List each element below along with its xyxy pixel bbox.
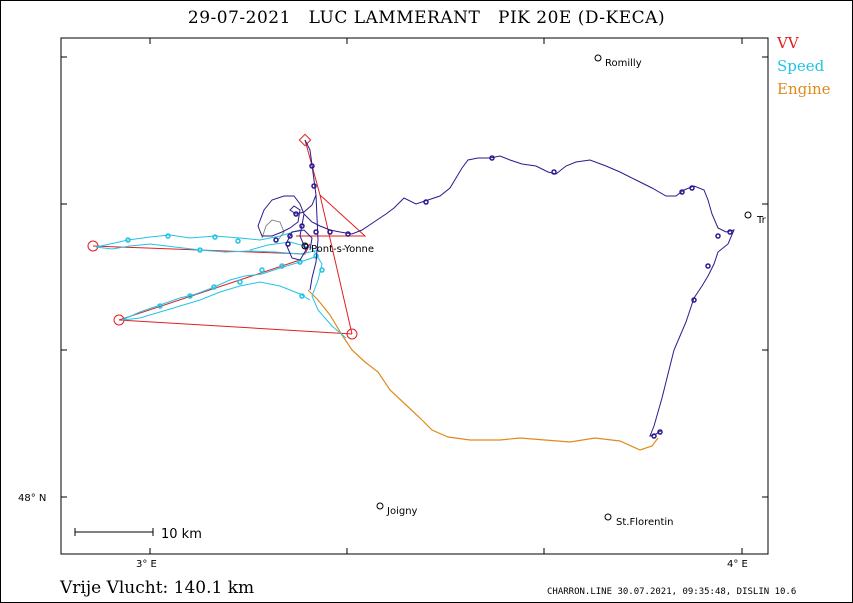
track-main <box>257 139 735 437</box>
lat-ticks-right <box>762 56 768 498</box>
town-pont-label: Pont-s-Yonne <box>311 244 374 255</box>
legend-speed-label: Speed <box>777 57 825 75</box>
start-marker <box>298 133 312 147</box>
legend-engine-label: Engine <box>777 80 831 98</box>
legend-engine: Engine <box>777 80 831 98</box>
turnpoint-south-marker <box>346 328 358 340</box>
scale-bar <box>74 528 154 536</box>
town-joigny-marker <box>376 502 384 510</box>
track-speed-thermals <box>125 233 325 309</box>
track-speed-south <box>249 241 347 339</box>
lon-ticks-top <box>149 38 743 44</box>
track-grey-thermal <box>261 219 285 241</box>
town-pont-marker <box>301 242 309 250</box>
town-joigny-label: Joigny <box>386 506 418 517</box>
lon-tick-3e: 3° E <box>136 559 157 570</box>
page-title: 29-07-2021 LUC LAMMERANT PIK 20E (D-KECA… <box>187 8 666 28</box>
lat-ticks-left <box>61 56 67 498</box>
lon-ticks-bottom <box>149 548 743 554</box>
town-stflorentin-marker <box>604 513 612 521</box>
footer-credit: CHARRON.LINE 30.07.2021, 09:35:48, DISLI… <box>547 587 797 597</box>
track-engine <box>307 289 659 451</box>
track-speed-southwest <box>121 255 319 321</box>
turnpoint-west-marker <box>87 240 99 252</box>
town-stflorentin-label: St.Florentin <box>616 517 674 528</box>
legend-speed: Speed <box>777 57 824 75</box>
town-romilly-marker <box>594 54 602 62</box>
legend-vv-label: VV <box>777 34 799 52</box>
legend-vv: VV <box>777 34 799 52</box>
town-romilly-label: Romilly <box>605 58 642 69</box>
lat-tick-48n: 48° N <box>18 493 46 504</box>
task-lines <box>92 139 367 335</box>
town-troyes-marker <box>744 211 752 219</box>
map-plot-frame <box>60 37 769 555</box>
lon-tick-4e: 4° E <box>727 559 748 570</box>
distance-summary: Vrije Vlucht: 140.1 km <box>60 578 255 598</box>
town-troyes-label: Tr <box>756 215 767 226</box>
scale-bar-label: 10 km <box>161 527 202 542</box>
track-main-thermals <box>273 155 733 439</box>
track-speed-west <box>95 229 321 255</box>
